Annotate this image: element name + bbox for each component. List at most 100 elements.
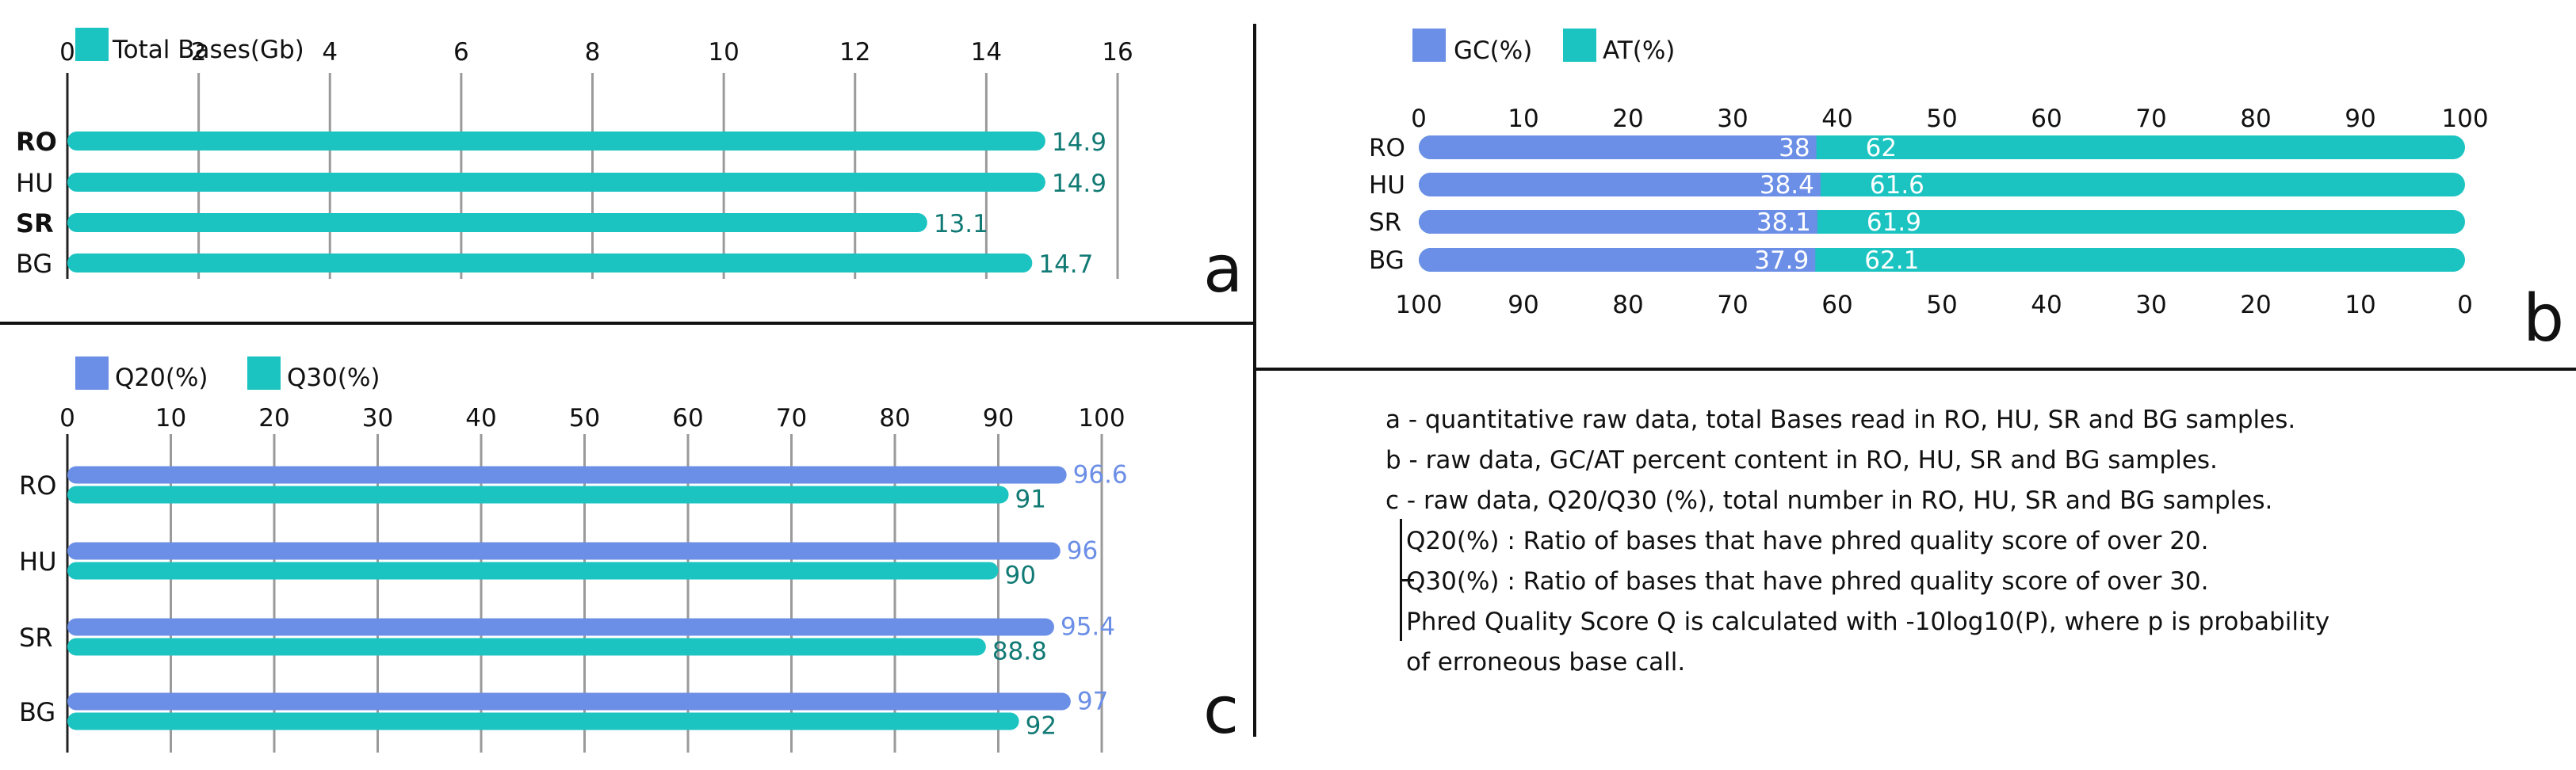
data-label-q20: 95.4 [1061, 613, 1115, 642]
figure-notes: a - quantitative raw data, total Bases r… [1385, 400, 2559, 683]
bar-total-bases [67, 253, 1033, 273]
data-label-q20: 96.6 [1073, 461, 1128, 490]
panel-c-letter: c [1203, 673, 1239, 749]
data-label-at: 62 [1866, 134, 1897, 162]
data-label-gc: 38 [1779, 134, 1810, 162]
x-tick-label-top: 30 [1717, 105, 1748, 133]
note-phred: Phred Quality Score Q is calculated with… [1406, 608, 2330, 636]
x-tick-label: 10 [708, 38, 739, 67]
bar-total-bases [67, 173, 1045, 192]
bar-q30 [67, 486, 1009, 504]
bar-total-bases [67, 213, 927, 232]
panel-c-chart: Q20(%) Q30(%) 0 10 20 30 40 50 60 70 80 90 100 RO 96.6… [19, 356, 1128, 753]
x-tick-label-bottom: 80 [1612, 291, 1643, 319]
panel-b-letter: b [2523, 281, 2564, 356]
bar-gc [1419, 210, 1817, 234]
bar-q20 [67, 692, 1071, 711]
x-tick-label: 40 [465, 404, 496, 433]
x-tick-label-top: 10 [1508, 105, 1538, 133]
x-tick-label-bottom: 100 [1395, 291, 1442, 319]
x-tick-label-top: 70 [2135, 105, 2166, 133]
x-tick-label-bottom: 10 [2345, 291, 2375, 319]
x-tick-label: 16 [1102, 38, 1133, 67]
legend-swatch-q30 [247, 356, 281, 390]
bar-gc [1419, 248, 1816, 272]
bar-q30 [67, 562, 999, 580]
note-brace-tick-q30 [1400, 579, 1414, 581]
bar-q30 [67, 712, 1019, 730]
x-tick-label: 90 [983, 404, 1014, 433]
panel-a-chart: Total Bases(Gb) 0 2 4 6 8 10 12 14 16 RO 14.9 HU 14.9… [16, 28, 1133, 279]
category-label: SR [16, 208, 54, 238]
category-label: SR [1369, 208, 1401, 237]
data-label: 14.7 [1038, 250, 1093, 279]
x-tick-label-top: 90 [2345, 105, 2375, 133]
x-tick-label: 8 [585, 38, 601, 67]
data-label-q30: 91 [1015, 486, 1046, 514]
x-tick-label-top: 50 [1926, 105, 1957, 133]
x-tick-label: 0 [59, 404, 75, 433]
x-tick-label-top: 0 [1411, 105, 1427, 133]
note-a: a - quantitative raw data, total Bases r… [1385, 406, 2296, 434]
bar-q20 [67, 542, 1061, 560]
x-tick-label: 4 [322, 38, 338, 67]
data-label: 14.9 [1052, 128, 1106, 157]
bar-total-bases [67, 132, 1045, 151]
x-tick-label: 0 [59, 38, 75, 67]
category-label: BG [16, 249, 52, 279]
note-q20: Q20(%) : Ratio of bases that have phred … [1406, 527, 2209, 555]
legend-swatch-gc [1412, 29, 1446, 62]
x-tick-label-top: 20 [1612, 105, 1643, 133]
legend-label-q30: Q30(%) [287, 364, 380, 392]
bar-q30 [67, 638, 986, 656]
x-tick-label-bottom: 20 [2240, 291, 2271, 319]
legend-swatch-q20 [75, 356, 109, 390]
panel-a-letter: a [1203, 232, 1243, 307]
legend-swatch-at [1563, 29, 1596, 62]
data-label: 14.9 [1052, 170, 1106, 198]
x-tick-label: 6 [453, 38, 469, 67]
x-tick-label: 14 [971, 38, 1002, 67]
data-label-at: 61.6 [1870, 171, 1924, 200]
x-tick-label-bottom: 90 [1508, 291, 1538, 319]
category-label: SR [19, 623, 53, 653]
data-label-q30: 92 [1026, 712, 1057, 741]
note-q30: Q30(%) : Ratio of bases that have phred … [1406, 567, 2209, 596]
data-label-gc: 38.1 [1756, 208, 1811, 237]
legend-label-at: AT(%) [1603, 36, 1675, 65]
bar-q20 [67, 618, 1054, 636]
x-tick-label-bottom: 0 [2457, 291, 2473, 319]
data-label-q20: 96 [1067, 537, 1098, 566]
data-label-at: 61.9 [1867, 208, 1921, 237]
x-tick-label-bottom: 50 [1926, 291, 1957, 319]
x-tick-label-top: 40 [1821, 105, 1852, 133]
note-phred-continued: of erroneous base call. [1406, 648, 1686, 677]
x-tick-label-bottom: 70 [1717, 291, 1748, 319]
x-tick-label-bottom: 40 [2031, 291, 2062, 319]
category-label: HU [19, 547, 56, 577]
category-label: RO [1369, 134, 1405, 162]
category-label: RO [19, 471, 56, 501]
x-tick-label: 50 [569, 404, 600, 433]
x-tick-label: 30 [362, 404, 393, 433]
data-label-gc: 37.9 [1754, 246, 1809, 275]
data-label: 13.1 [934, 210, 988, 238]
x-tick-label: 100 [1078, 404, 1125, 433]
category-label: BG [19, 697, 55, 727]
legend-label-total-bases: Total Bases(Gb) [112, 36, 304, 64]
legend-swatch-total-bases [75, 28, 109, 61]
bar-q20 [67, 466, 1067, 484]
x-tick-label: 80 [879, 404, 910, 433]
legend-label-q20: Q20(%) [115, 364, 208, 392]
x-tick-label-top: 100 [2441, 105, 2488, 133]
data-label-at: 62.1 [1864, 246, 1919, 275]
x-tick-label: 60 [672, 404, 703, 433]
x-tick-label-top: 80 [2240, 105, 2271, 133]
x-tick-label-bottom: 30 [2135, 291, 2166, 319]
x-tick-label-bottom: 60 [1821, 291, 1852, 319]
bar-gc [1419, 135, 1817, 159]
category-label: HU [1369, 171, 1405, 200]
note-b: b - raw data, GC/AT percent content in R… [1385, 446, 2218, 475]
category-label: RO [16, 127, 57, 157]
